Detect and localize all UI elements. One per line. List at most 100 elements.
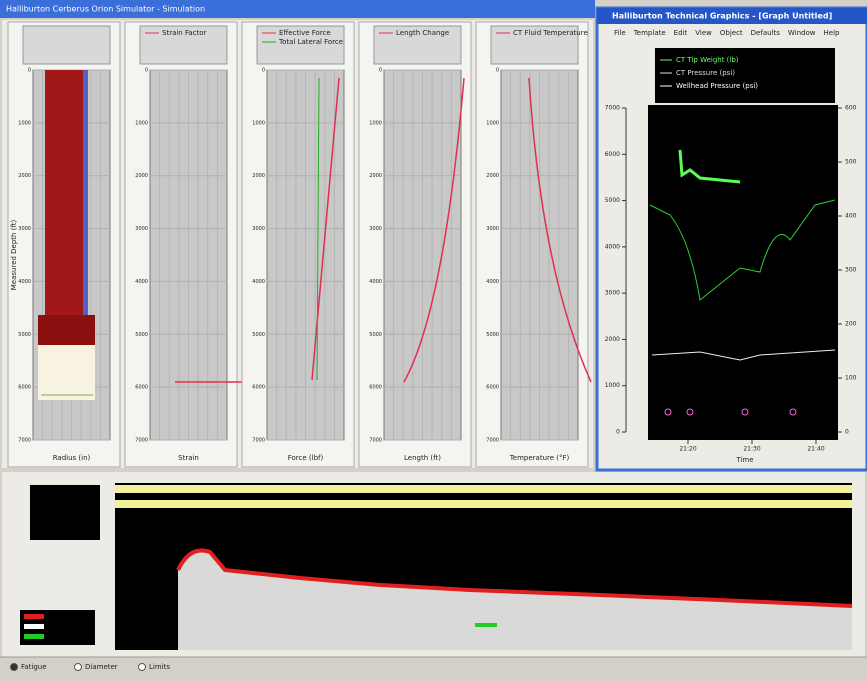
x-axis-label: Radius (in): [53, 454, 91, 462]
y2-tick-label: 300: [845, 267, 857, 274]
y-tick-label: 4000: [135, 279, 148, 285]
radio-label[interactable]: Diameter: [85, 663, 118, 671]
tubing: [45, 70, 87, 315]
x-axis-label: Length (ft): [404, 454, 441, 462]
y2-tick-label: 400: [845, 213, 857, 220]
y-tick-label: 3000: [252, 226, 265, 232]
y-tick-label: 7000: [252, 438, 265, 444]
legend-label: CT Fluid Temperature: [513, 29, 588, 37]
y-tick-label: 2000: [135, 173, 148, 179]
radio[interactable]: [11, 664, 18, 671]
y-tick-label: 6000: [135, 385, 148, 391]
y-tick-label: 0: [28, 68, 31, 74]
y-tick-label: 7000: [486, 438, 499, 444]
x-axis-label: Time: [735, 456, 753, 464]
y-tick-label: 4000: [252, 279, 265, 285]
menu-item[interactable]: Object: [720, 29, 743, 37]
x-axis-label: Temperature (°F): [509, 454, 570, 462]
y-tick-label: 7000: [135, 438, 148, 444]
radio[interactable]: [139, 664, 146, 671]
y-tick-label: 2000: [486, 173, 499, 179]
y-tick-label: 5000: [18, 332, 31, 338]
y-tick-label: 2000: [369, 173, 382, 179]
menu-item[interactable]: Template: [633, 29, 666, 37]
radio-label[interactable]: Fatigue: [21, 663, 47, 671]
y-tick-label: 3000: [18, 226, 31, 232]
menu-item[interactable]: Defaults: [751, 29, 781, 37]
y-tick-label: 7000: [605, 105, 620, 112]
y-tick-label: 4000: [486, 279, 499, 285]
tubing-edge: [83, 70, 88, 315]
y-tick-label: 3000: [135, 226, 148, 232]
y-tick-label: 6000: [605, 151, 620, 158]
tubing-lower: [38, 315, 95, 345]
y-tick-label: 0: [145, 68, 148, 74]
legend-label: CT Tip Weight (lb): [676, 56, 739, 64]
menu-item[interactable]: File: [614, 29, 626, 37]
x-tick-label: 21:40: [807, 446, 824, 453]
y-tick-label: 5000: [369, 332, 382, 338]
y-tick-label: 6000: [252, 385, 265, 391]
window-title: Halliburton Cerberus Orion Simulator - S…: [6, 5, 205, 14]
y-tick-label: 6000: [369, 385, 382, 391]
y-tick-label: 0: [496, 68, 499, 74]
y-axis-label: Measured Depth (ft): [10, 219, 18, 290]
y-tick-label: 1000: [486, 120, 499, 126]
legend-swatch: [24, 614, 44, 619]
y2-tick-label: 500: [845, 159, 857, 166]
y-tick-label: 0: [616, 429, 620, 436]
y-tick-label: 0: [379, 68, 382, 74]
y-tick-label: 1000: [135, 120, 148, 126]
y-tick-label: 4000: [369, 279, 382, 285]
radio[interactable]: [75, 664, 82, 671]
screen: Halliburton Cerberus Orion Simulator - S…: [0, 0, 867, 677]
info-box: [30, 485, 100, 540]
y-tick-label: 1000: [18, 120, 31, 126]
y2-tick-label: 100: [845, 375, 857, 382]
y-tick-label: 0: [262, 68, 265, 74]
y-tick-label: 7000: [18, 438, 31, 444]
y-tick-label: 6000: [18, 385, 31, 391]
panel-header: [23, 26, 110, 64]
menu-item[interactable]: Help: [824, 29, 841, 37]
legend-label: Wellhead Pressure (psi): [676, 82, 758, 90]
y-tick-label: 5000: [486, 332, 499, 338]
fluid: [38, 345, 95, 400]
marker: [475, 623, 497, 627]
y-tick-label: 3000: [605, 290, 620, 297]
x-tick-label: 21:30: [743, 446, 760, 453]
y2-tick-label: 0: [845, 429, 849, 436]
y-tick-label: 6000: [486, 385, 499, 391]
legend-label: Effective Force: [279, 29, 331, 37]
radio-label[interactable]: Limits: [149, 663, 170, 671]
y-tick-label: 5000: [252, 332, 265, 338]
y-tick-label: 4000: [605, 243, 620, 250]
yellow-band: [115, 485, 852, 493]
legend-swatch: [24, 624, 44, 629]
y-tick-label: 2000: [18, 173, 31, 179]
y-tick-label: 2000: [605, 336, 620, 343]
y-tick-label: 1000: [252, 120, 265, 126]
y-tick-label: 5000: [605, 197, 620, 204]
legend-label: Strain Factor: [162, 29, 207, 37]
y-tick-label: 3000: [486, 226, 499, 232]
y-tick-label: 4000: [18, 279, 31, 285]
legend-swatch: [24, 634, 44, 639]
y2-tick-label: 200: [845, 321, 857, 328]
y2-tick-label: 600: [845, 105, 857, 112]
legend-label: Total Lateral Force: [278, 38, 343, 46]
menu-item[interactable]: View: [695, 29, 712, 37]
legend-label: CT Pressure (psi): [676, 69, 735, 77]
y-tick-label: 2000: [252, 173, 265, 179]
menu-item[interactable]: Edit: [674, 29, 688, 37]
y-tick-label: 1000: [605, 382, 620, 389]
y-tick-label: 5000: [135, 332, 148, 338]
x-axis-label: Strain: [178, 454, 199, 462]
y-tick-label: 3000: [369, 226, 382, 232]
y-tick-label: 7000: [369, 438, 382, 444]
y-tick-label: 1000: [369, 120, 382, 126]
menu-item[interactable]: Window: [788, 29, 816, 37]
x-axis-label: Force (lbf): [288, 454, 324, 462]
legend-label: Length Change: [396, 29, 449, 37]
x-tick-label: 21:20: [679, 446, 696, 453]
